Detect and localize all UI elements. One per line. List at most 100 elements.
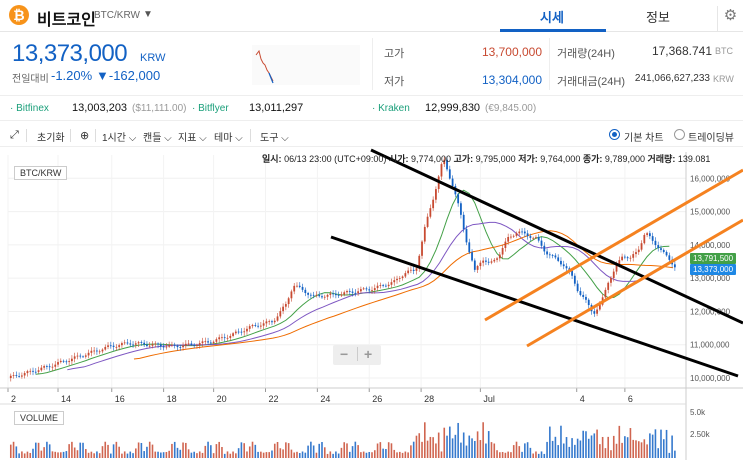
volume-bar xyxy=(90,451,93,458)
price-chart[interactable]: 16,000,000 15,000,000 14,000,000 13,000,000… xyxy=(0,148,743,460)
volume-bar xyxy=(510,452,512,458)
gear-icon[interactable]: ⚙ xyxy=(717,6,743,32)
candle-body xyxy=(385,285,387,287)
volume-bar xyxy=(226,451,229,458)
candle-body xyxy=(168,345,171,347)
indicator-select[interactable]: 지표 ⌵ xyxy=(178,133,207,144)
candle-body xyxy=(462,214,465,230)
price-unit: KRW xyxy=(140,52,166,64)
volume-bar xyxy=(601,436,604,458)
volume-bar xyxy=(621,442,623,458)
basic-chart-label[interactable]: 기본 차트 xyxy=(624,133,664,144)
candle-body xyxy=(351,291,354,293)
volume-bar xyxy=(151,444,154,458)
volume-bar xyxy=(32,448,34,458)
candle-body xyxy=(623,256,626,258)
candle-body xyxy=(309,294,312,296)
coin-name[interactable]: 비트코인 xyxy=(37,12,96,29)
candle-body xyxy=(451,178,454,187)
volume-bar xyxy=(654,429,657,458)
candle-body xyxy=(134,343,137,345)
volume-bar xyxy=(668,452,671,458)
volume-bar xyxy=(346,443,348,458)
volume-bar xyxy=(323,447,326,458)
tradingview-radio[interactable] xyxy=(674,129,685,140)
candle-body xyxy=(9,375,12,379)
candle-body xyxy=(354,292,357,294)
candle-body xyxy=(443,159,446,165)
tab-quote[interactable]: 시세 xyxy=(540,10,564,25)
coin-pair[interactable]: BTC/KRW xyxy=(94,10,140,21)
candle-body xyxy=(412,269,415,271)
candle-body xyxy=(51,366,54,368)
volume-bar xyxy=(590,435,593,458)
volume-bar xyxy=(104,441,107,458)
volume-bar xyxy=(179,449,182,458)
basic-chart-radio[interactable] xyxy=(609,129,620,140)
globe-icon[interactable]: ⊕ xyxy=(80,130,90,142)
tab-info[interactable]: 정보 xyxy=(646,10,670,25)
candle-body xyxy=(15,375,18,377)
change-amount: ▼-162,000 xyxy=(96,68,161,83)
candle-body xyxy=(104,346,107,350)
volume-bar xyxy=(210,445,212,458)
candle-body xyxy=(184,343,187,346)
candle-body xyxy=(279,311,282,317)
tradingview-label[interactable]: 트레이딩뷰 xyxy=(688,133,734,144)
zoom-out-button[interactable]: − xyxy=(340,346,349,362)
candle-body xyxy=(93,350,96,352)
divider xyxy=(372,38,373,90)
zoom-controls: − + xyxy=(333,345,381,365)
volume-bar xyxy=(507,451,509,458)
candle-body xyxy=(346,291,348,293)
volume-bar xyxy=(557,445,559,458)
volume-bar xyxy=(198,451,201,458)
candle-body xyxy=(554,255,557,258)
volume-bar xyxy=(521,451,523,458)
candle-body xyxy=(337,295,340,296)
candle-body xyxy=(123,342,126,344)
zoom-in-button[interactable]: + xyxy=(364,346,373,362)
candle-body xyxy=(635,252,637,255)
candle-body xyxy=(510,236,512,238)
exchange-name[interactable]: · Kraken xyxy=(372,103,410,114)
current-price-tag: 13,373,000 xyxy=(690,264,737,275)
candle-body xyxy=(284,304,287,307)
candle-body xyxy=(648,233,651,237)
tools-select[interactable]: 도구 ⌵ xyxy=(260,133,289,144)
candle-body xyxy=(507,236,510,242)
volume-bar xyxy=(329,451,332,458)
theme-select[interactable]: 테마 ⌵ xyxy=(214,133,243,144)
volume-bar xyxy=(337,453,340,458)
volume-bar xyxy=(162,452,165,458)
interval-select[interactable]: 1시간 ⌵ xyxy=(102,133,137,144)
candle-body xyxy=(40,367,43,371)
x-tick-label: 28 xyxy=(424,394,434,404)
volume-bar xyxy=(585,431,587,458)
candle-body xyxy=(610,278,612,283)
candle-body xyxy=(293,285,296,292)
low-label: 저가 xyxy=(384,76,405,88)
candle-body xyxy=(318,294,321,297)
chevron-down-icon[interactable]: ▼ xyxy=(143,9,153,20)
x-tick-label: 18 xyxy=(167,394,177,404)
candle-select[interactable]: 캔들 ⌵ xyxy=(143,133,172,144)
volume-bar xyxy=(546,441,548,458)
volume-bar xyxy=(418,433,421,458)
exchange-name[interactable]: · Bitflyer xyxy=(192,103,229,114)
reset-button[interactable]: 초기화 xyxy=(37,133,65,144)
candle-body xyxy=(126,342,129,344)
volume-bar xyxy=(487,431,490,458)
candle-body xyxy=(262,323,265,326)
candle-body xyxy=(410,269,412,271)
volume-bar xyxy=(85,449,87,458)
exchange-name[interactable]: · Bitfinex xyxy=(10,103,49,114)
volume-bar xyxy=(68,444,70,458)
volume-bar xyxy=(207,441,209,458)
volume-bar xyxy=(43,447,45,458)
low-value: 13,304,000 xyxy=(481,73,542,87)
y-tick-label: 14,000,000 xyxy=(690,241,731,250)
volume-bar xyxy=(340,447,343,458)
expand-icon[interactable]: ⤢ xyxy=(10,129,19,141)
volume-bar xyxy=(643,439,646,458)
